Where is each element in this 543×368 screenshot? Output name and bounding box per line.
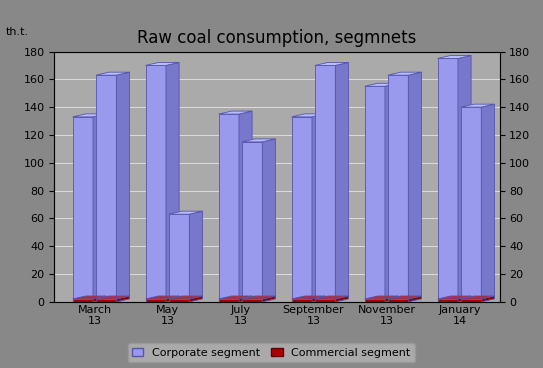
Polygon shape (166, 296, 179, 302)
Polygon shape (315, 63, 349, 66)
Polygon shape (461, 296, 495, 299)
Polygon shape (461, 104, 495, 107)
Polygon shape (336, 296, 349, 302)
Polygon shape (169, 296, 203, 299)
Polygon shape (96, 72, 129, 75)
Polygon shape (312, 114, 325, 302)
Polygon shape (96, 296, 129, 299)
Polygon shape (146, 63, 179, 66)
Polygon shape (239, 296, 252, 302)
Bar (292, 117, 312, 302)
Polygon shape (116, 72, 129, 302)
Polygon shape (73, 114, 106, 117)
Polygon shape (336, 63, 349, 302)
Bar (146, 299, 166, 302)
Bar (388, 75, 408, 302)
Polygon shape (242, 139, 275, 142)
Polygon shape (408, 296, 421, 302)
Polygon shape (73, 296, 106, 299)
Polygon shape (292, 296, 325, 299)
Bar (218, 299, 239, 302)
Polygon shape (388, 72, 421, 75)
Bar (315, 66, 336, 302)
Bar (364, 299, 385, 302)
Polygon shape (438, 296, 471, 299)
Bar (364, 86, 385, 302)
Polygon shape (458, 56, 471, 302)
Polygon shape (458, 296, 471, 302)
Bar (96, 299, 116, 302)
Polygon shape (242, 296, 275, 299)
Polygon shape (385, 296, 398, 302)
Text: th.t.: th.t. (5, 27, 29, 37)
Polygon shape (408, 72, 421, 302)
Bar (315, 299, 336, 302)
Bar (292, 299, 312, 302)
Polygon shape (239, 111, 252, 302)
Bar (146, 66, 166, 302)
Polygon shape (218, 296, 252, 299)
Polygon shape (93, 114, 106, 302)
Polygon shape (190, 211, 203, 302)
Bar (242, 299, 262, 302)
Polygon shape (218, 111, 252, 114)
Polygon shape (190, 296, 203, 302)
Bar (73, 299, 93, 302)
Bar (461, 299, 481, 302)
Polygon shape (438, 56, 471, 59)
Polygon shape (481, 104, 495, 302)
Title: Raw coal consumption, segmnets: Raw coal consumption, segmnets (137, 29, 416, 47)
Polygon shape (93, 296, 106, 302)
Bar (388, 299, 408, 302)
Polygon shape (146, 296, 179, 299)
Polygon shape (315, 296, 349, 299)
Bar (438, 59, 458, 302)
Polygon shape (262, 139, 275, 302)
Polygon shape (166, 63, 179, 302)
Polygon shape (292, 114, 325, 117)
Polygon shape (116, 296, 129, 302)
Polygon shape (262, 296, 275, 302)
Polygon shape (481, 296, 495, 302)
Polygon shape (169, 211, 203, 214)
Bar (169, 299, 190, 302)
Legend: Corporate segment, Commercial segment: Corporate segment, Commercial segment (128, 343, 415, 362)
Bar (218, 114, 239, 302)
Bar (96, 75, 116, 302)
Polygon shape (364, 83, 398, 86)
Polygon shape (364, 296, 398, 299)
Bar (73, 117, 93, 302)
Polygon shape (312, 296, 325, 302)
Polygon shape (388, 296, 421, 299)
Bar (461, 107, 481, 302)
Bar (438, 299, 458, 302)
Bar (242, 142, 262, 302)
Polygon shape (385, 83, 398, 302)
Bar (169, 214, 190, 302)
